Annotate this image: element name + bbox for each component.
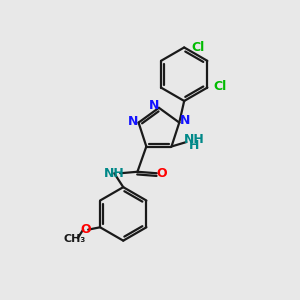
Text: N: N (179, 114, 190, 127)
Text: H: H (189, 139, 199, 152)
Text: NH: NH (183, 133, 204, 146)
Text: O: O (157, 167, 167, 180)
Text: Cl: Cl (191, 41, 204, 54)
Text: CH₃: CH₃ (63, 234, 86, 244)
Text: N: N (128, 115, 138, 128)
Text: NH: NH (104, 167, 124, 180)
Text: N: N (148, 99, 159, 112)
Text: O: O (80, 223, 91, 236)
Text: Cl: Cl (213, 80, 226, 93)
